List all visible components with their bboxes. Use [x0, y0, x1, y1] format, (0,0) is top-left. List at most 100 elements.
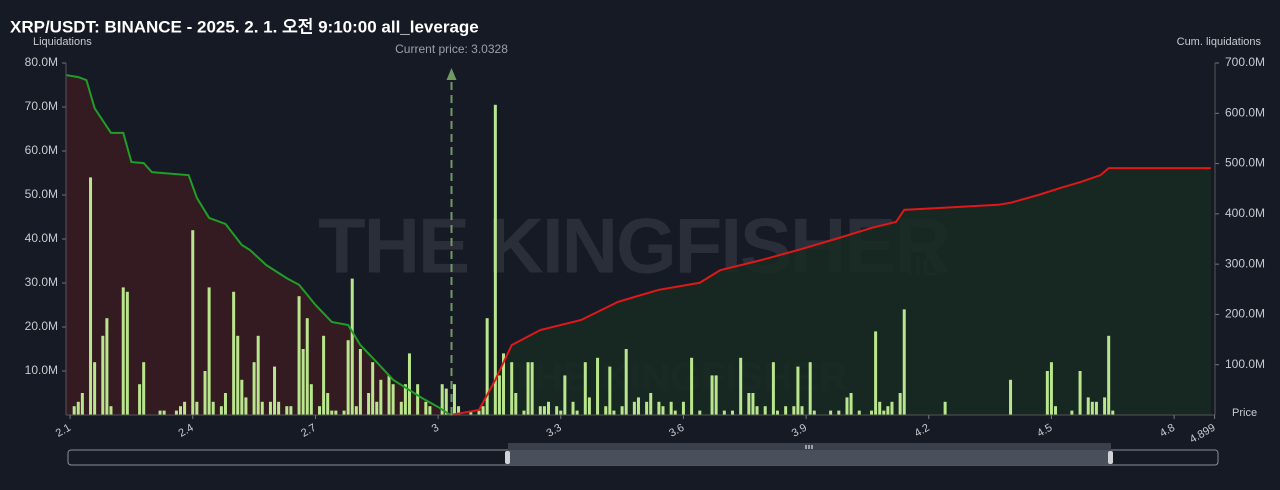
y2-tick-label: 600.0M: [1225, 105, 1265, 119]
bar: [571, 401, 575, 415]
bar: [943, 401, 947, 415]
bar: [223, 393, 227, 415]
bar: [563, 375, 567, 415]
bar: [886, 406, 890, 415]
bar: [219, 406, 223, 415]
bar: [714, 375, 718, 415]
bar: [440, 384, 444, 415]
bar: [158, 410, 162, 415]
bar: [211, 401, 215, 415]
bar: [898, 393, 902, 415]
bar: [800, 406, 804, 415]
bar: [796, 366, 800, 415]
bar: [138, 384, 142, 415]
x-axis-label: Price: [1232, 407, 1257, 419]
bar: [309, 384, 313, 415]
scrollbar-handle-left[interactable]: [505, 451, 510, 464]
y-tick-label: 40.0M: [25, 231, 58, 245]
bar: [514, 393, 518, 415]
y-tick-label: 50.0M: [25, 187, 58, 201]
bar: [604, 406, 608, 415]
bar: [710, 375, 714, 415]
bar: [89, 177, 93, 415]
bar: [497, 375, 501, 415]
bar: [80, 393, 84, 415]
bar: [1111, 410, 1115, 415]
bar: [612, 410, 616, 415]
bar: [162, 410, 166, 415]
bar: [481, 406, 485, 415]
bar: [870, 410, 874, 415]
bar: [191, 230, 195, 415]
bar: [845, 397, 849, 415]
scrollbar-handle-right[interactable]: [1108, 451, 1113, 464]
bar: [322, 335, 326, 415]
bar: [636, 397, 640, 415]
bar: [457, 406, 461, 415]
bar: [657, 401, 661, 415]
y2-axis-label: Cum. liquidations: [1177, 36, 1262, 48]
bar: [318, 406, 322, 415]
chart-title: XRP/USDT: BINANCE - 2025. 2. 1. 오전 9:10:…: [10, 17, 479, 36]
scrollbar-thumb[interactable]: [508, 450, 1111, 465]
bar: [485, 318, 489, 415]
bar: [878, 401, 882, 415]
bar: [583, 362, 587, 415]
bar: [305, 318, 309, 415]
bar: [698, 410, 702, 415]
bar: [289, 406, 293, 415]
bar: [240, 379, 244, 415]
y2-tick-label: 700.0M: [1225, 55, 1265, 69]
y-tick-label: 80.0M: [25, 55, 58, 69]
x-tick-label: 3: [430, 422, 441, 435]
bar: [387, 375, 391, 415]
bar: [301, 349, 305, 415]
bar: [673, 410, 677, 415]
bar: [542, 406, 546, 415]
bar: [416, 384, 420, 415]
bar: [469, 410, 473, 415]
y2-tick-label: 100.0M: [1225, 357, 1265, 371]
bar: [829, 410, 833, 415]
bar: [403, 384, 407, 415]
bar: [502, 353, 506, 415]
bar: [624, 349, 628, 415]
bar: [326, 393, 330, 415]
bar: [285, 406, 289, 415]
cum-line: [450, 167, 1211, 416]
bar: [125, 291, 129, 415]
bar: [784, 406, 788, 415]
bar: [620, 406, 624, 415]
y-axis-label: Liquidations: [33, 36, 92, 48]
bar: [379, 379, 383, 415]
bar: [608, 366, 612, 415]
bar: [837, 410, 841, 415]
bar: [399, 401, 403, 415]
bar: [334, 410, 338, 415]
bar: [354, 406, 358, 415]
y2-tick-label: 500.0M: [1225, 156, 1265, 170]
bar: [236, 335, 240, 415]
bar: [93, 362, 97, 415]
bar: [857, 410, 861, 415]
y-tick-label: 10.0M: [25, 363, 58, 377]
bar: [142, 362, 146, 415]
bar: [882, 410, 886, 415]
bar: [1054, 406, 1058, 415]
bar: [178, 406, 182, 415]
bar: [428, 406, 432, 415]
cum-line: [65, 74, 451, 416]
bar: [174, 410, 178, 415]
bar: [755, 406, 759, 415]
bar: [195, 401, 199, 415]
bar: [661, 406, 665, 415]
bar: [207, 287, 211, 415]
y-tick-label: 30.0M: [25, 275, 58, 289]
bar: [522, 410, 526, 415]
current-price-label: Current price: 3.0328: [395, 42, 508, 56]
bar: [739, 357, 743, 415]
bar: [1107, 335, 1111, 415]
y-tick-label: 20.0M: [25, 319, 58, 333]
bar: [587, 397, 591, 415]
